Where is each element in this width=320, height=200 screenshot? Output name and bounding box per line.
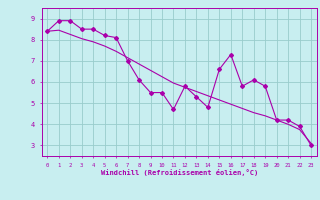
X-axis label: Windchill (Refroidissement éolien,°C): Windchill (Refroidissement éolien,°C) (100, 169, 258, 176)
